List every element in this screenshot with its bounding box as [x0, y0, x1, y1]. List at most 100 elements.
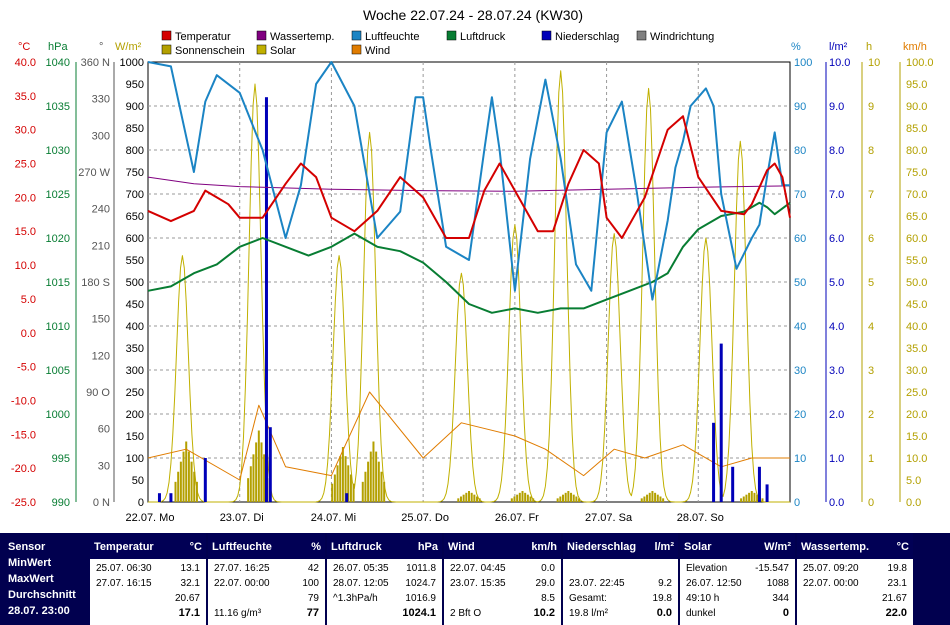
- direction-tick: 90 O: [86, 387, 110, 399]
- sunshine-bar: [174, 481, 177, 502]
- rain-bar: [765, 484, 769, 502]
- sunshine-bar: [654, 492, 657, 502]
- sunshine-bar: [521, 491, 524, 502]
- stats-4-row2-label: Gesamt:: [569, 593, 607, 604]
- sunshine-bar: [333, 474, 336, 502]
- sunshine-bar: [526, 494, 529, 502]
- direction-tick: 180 S: [81, 277, 110, 289]
- rain-bar: [345, 493, 349, 502]
- stats-5-row0-value: -15.547: [755, 563, 789, 574]
- wind-tick: 45.0: [906, 299, 927, 311]
- temp-tick: 5.0: [21, 294, 36, 306]
- sunshine-bar: [349, 474, 352, 502]
- solar-tick: 800: [126, 145, 144, 157]
- temp-tick: 20.0: [15, 192, 36, 204]
- sunshine-bar: [567, 491, 570, 502]
- wind-tick: 85.0: [906, 123, 927, 135]
- sun-tick: 8: [868, 145, 874, 157]
- stats-0-row1-value: 32.1: [180, 578, 200, 589]
- unit-direction: °: [99, 41, 103, 53]
- stats-0-row2-value: 20.67: [174, 593, 200, 604]
- wind-tick: 25.0: [906, 387, 927, 399]
- stats-0-row1-label: 27.07. 16:15: [96, 578, 152, 589]
- stats-unit-0: °C: [189, 541, 202, 553]
- stats-column-0: Temperatur °C 25.07. 06:30 13.1 27.07. 16:15…: [90, 533, 206, 625]
- stats-header-6: Wassertemp. °C: [797, 533, 913, 559]
- direction-tick: 120: [92, 350, 110, 362]
- stats-5-row3-label: dunkel: [686, 608, 716, 619]
- legend-label-8: Wind: [365, 45, 390, 57]
- sunshine-bar: [465, 492, 468, 502]
- rain-tick: 10.0: [829, 57, 850, 69]
- stats-header-3: Wind km/h: [444, 533, 561, 559]
- rain-tick: 8.0: [829, 145, 844, 157]
- sunshine-bar: [369, 451, 372, 502]
- legend-swatch-3: [446, 30, 457, 41]
- water-temp-series: [147, 176, 791, 192]
- solar-tick: 200: [126, 409, 144, 421]
- pressure-tick: 1030: [46, 145, 70, 157]
- stats-6-row1-label: 22.07. 00:00: [803, 578, 859, 589]
- sunshine-bar: [347, 465, 350, 502]
- statistics-panel: Sensor MinWert MaxWert Durchschnitt 28.07. 2…: [0, 533, 950, 625]
- pressure-tick: 1040: [46, 57, 70, 69]
- x-axis-labels: 22.07. Mo 23.07. Di 24.07. Mi 25.07. Do 26.0…: [126, 512, 724, 524]
- sun-tick: 10: [868, 57, 880, 69]
- sunshine-bar: [659, 496, 662, 502]
- rain-bar: [719, 343, 723, 502]
- humidity-tick: 40: [794, 321, 806, 333]
- sunshine-bar: [190, 461, 193, 502]
- unit-pressure: hPa: [48, 41, 68, 53]
- sunshine-bar: [646, 494, 649, 502]
- stats-5-row2-value: 344: [772, 593, 789, 604]
- direction-tick: 30: [98, 460, 110, 472]
- wind-tick: 10.0: [906, 453, 927, 465]
- sensor-avg-label: Durchschnitt: [8, 589, 76, 601]
- rain-tick: 9.0: [829, 101, 844, 113]
- stats-3-row2-value: 8.5: [541, 593, 555, 604]
- humidity-tick: 30: [794, 365, 806, 377]
- pressure-tick: 1020: [46, 233, 70, 245]
- solar-line: [148, 70, 790, 503]
- pressure-tick: 990: [52, 497, 70, 509]
- temp-tick: 40.0: [15, 57, 36, 69]
- direction-tick: 150: [92, 314, 110, 326]
- rain-tick: 4.0: [829, 321, 844, 333]
- wind-tick: 40.0: [906, 321, 927, 333]
- stats-name-1: Luftfeuchte: [212, 541, 272, 553]
- humidity-tick: 0: [794, 497, 800, 509]
- direction-tick: 0 N: [93, 497, 110, 509]
- axes: 40.035.030.025.020.015.010.05.00.0-5.0-1…: [11, 57, 934, 509]
- sunshine-bar: [193, 471, 196, 502]
- sunshine-bar: [457, 498, 460, 502]
- sunshine-bar: [341, 447, 344, 502]
- sunshine-bar: [572, 494, 575, 502]
- temp-tick: -5.0: [17, 362, 36, 374]
- stats-header-4: Niederschlag l/m²: [563, 533, 678, 559]
- stats-column-4: Niederschlag l/m² 23.07. 22:45 9.2 Gesamt: 19…: [563, 533, 678, 625]
- legend-swatch-5: [636, 30, 647, 41]
- sunshine-bar: [247, 478, 250, 502]
- stats-5-row1-label: 26.07. 12:50: [686, 578, 742, 589]
- temp-tick: 10.0: [15, 260, 36, 272]
- sunshine-bar: [518, 492, 521, 502]
- sunshine-bar: [750, 491, 753, 502]
- solar-series: [148, 70, 790, 503]
- sunshine-bar: [331, 483, 334, 502]
- stats-2-row1-label: 28.07. 12:05: [333, 578, 389, 589]
- wind-tick: 0.0: [906, 497, 921, 509]
- sunshine-bar: [578, 498, 581, 502]
- stats-unit-5: W/m²: [764, 541, 791, 553]
- sun-tick: 1: [868, 453, 874, 465]
- humidity-tick: 60: [794, 233, 806, 245]
- sunshine-bar: [468, 491, 470, 502]
- rain-bar: [264, 97, 268, 502]
- wind-tick: 35.0: [906, 343, 927, 355]
- rain-tick: 0.0: [829, 497, 844, 509]
- stats-2-row2-value: 1016.9: [405, 593, 436, 604]
- sunshine-bar: [643, 496, 646, 502]
- stats-name-2: Luftdruck: [331, 541, 382, 553]
- pressure-tick: 1005: [46, 365, 70, 377]
- wind-tick: 20.0: [906, 409, 927, 421]
- solar-tick: 0: [138, 497, 144, 509]
